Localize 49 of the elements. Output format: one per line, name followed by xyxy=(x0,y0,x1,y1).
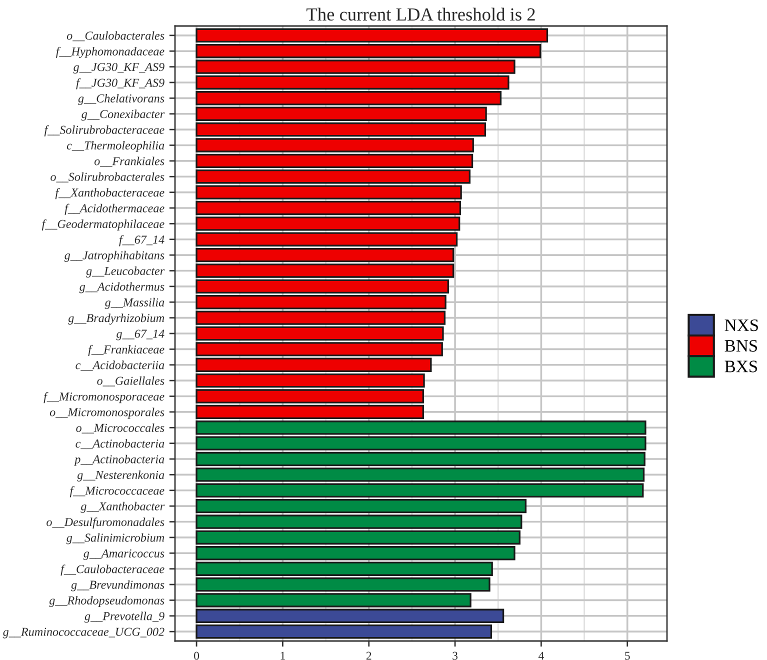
y-tick-label: g__Salinimicrobium xyxy=(66,533,164,544)
y-tick-label: o__Micromonosporales xyxy=(50,408,164,419)
y-tick-label: g__Acidothermus xyxy=(79,282,164,294)
y-tick-label: o__Desulfuromonadales xyxy=(46,518,164,529)
y-tick-label: f__Micromonosporaceae xyxy=(44,392,164,404)
legend-label: BNS xyxy=(724,340,757,352)
y-tick-label: f__Acidothermaceae xyxy=(64,204,164,215)
y-tick-label: o__Gaiellales xyxy=(97,376,164,386)
y-tick-label: g__67_14 xyxy=(116,330,164,340)
y-tick-label: f__Frankiaceae xyxy=(88,344,164,356)
y-tick-label: g__Brevundimonas xyxy=(71,580,164,592)
x-tick-label: 2 xyxy=(366,652,372,660)
y-tick-label: g__JG30_KF_AS9 xyxy=(73,62,164,74)
y-tick-label: o__Micrococcales xyxy=(76,423,164,434)
y-tick-label: c__Thermoleophilia xyxy=(66,141,164,152)
y-tick-label: f__Micrococcaceae xyxy=(70,486,164,498)
y-tick-label: o__Solirubrobacterales xyxy=(50,172,164,182)
x-tick-label: 1 xyxy=(280,652,285,660)
y-tick-label: g__Rhodopseudomonas xyxy=(49,596,164,607)
y-tick-label: g__Xanthobacter xyxy=(80,502,165,513)
y-tick-label: f__JG30_KF_AS9 xyxy=(76,78,164,90)
legend-label: NXS xyxy=(724,319,758,332)
y-tick-label: g__Leucobacter xyxy=(86,266,165,278)
y-tick-label: g__Ruminococcaceae_UCG_002 xyxy=(2,628,164,638)
y-tick-label: c__Acidobacteriia xyxy=(76,360,164,371)
y-tick-label: f__Hyphomonadaceae xyxy=(56,46,164,58)
x-tick-label: 0 xyxy=(194,652,200,660)
y-tick-label: g__Jatrophihabitans xyxy=(64,250,164,262)
y-tick-label: f__67_14 xyxy=(119,235,164,246)
chart-title: The current LDA threshold is 2 xyxy=(306,8,535,21)
y-tick-label: g__Amaricoccus xyxy=(83,549,164,560)
y-tick-label: f__Geodermatophilaceae xyxy=(42,219,164,231)
y-tick-label: g__Bradyrhizobium xyxy=(68,314,164,325)
x-tick-label: 4 xyxy=(538,652,544,660)
y-tick-label: g__Nesterenkonia xyxy=(77,470,164,482)
x-tick-label: 5 xyxy=(625,652,630,660)
y-tick-label: o__Caulobacterales xyxy=(66,31,164,42)
y-tick-label: f__Xanthobacteraceae xyxy=(55,188,164,200)
y-tick-label: g__Prevotella_9 xyxy=(84,612,164,623)
legend-label: BXS xyxy=(724,360,757,372)
y-tick-label: p__Actinobacteria xyxy=(74,454,164,466)
y-tick-label: g__Conexibacter xyxy=(81,110,165,121)
x-tick-label: 3 xyxy=(452,652,458,660)
y-tick-label: f__Caulobacteraceae xyxy=(60,564,164,576)
y-tick-label: o__Frankiales xyxy=(94,156,164,167)
y-tick-label: f__Solirubrobacteraceae xyxy=(44,125,164,136)
y-tick-label: g__Massilia xyxy=(104,298,164,309)
y-tick-label: c__Actinobacteria xyxy=(76,439,164,450)
y-tick-label: g__Chelativorans xyxy=(78,94,164,105)
